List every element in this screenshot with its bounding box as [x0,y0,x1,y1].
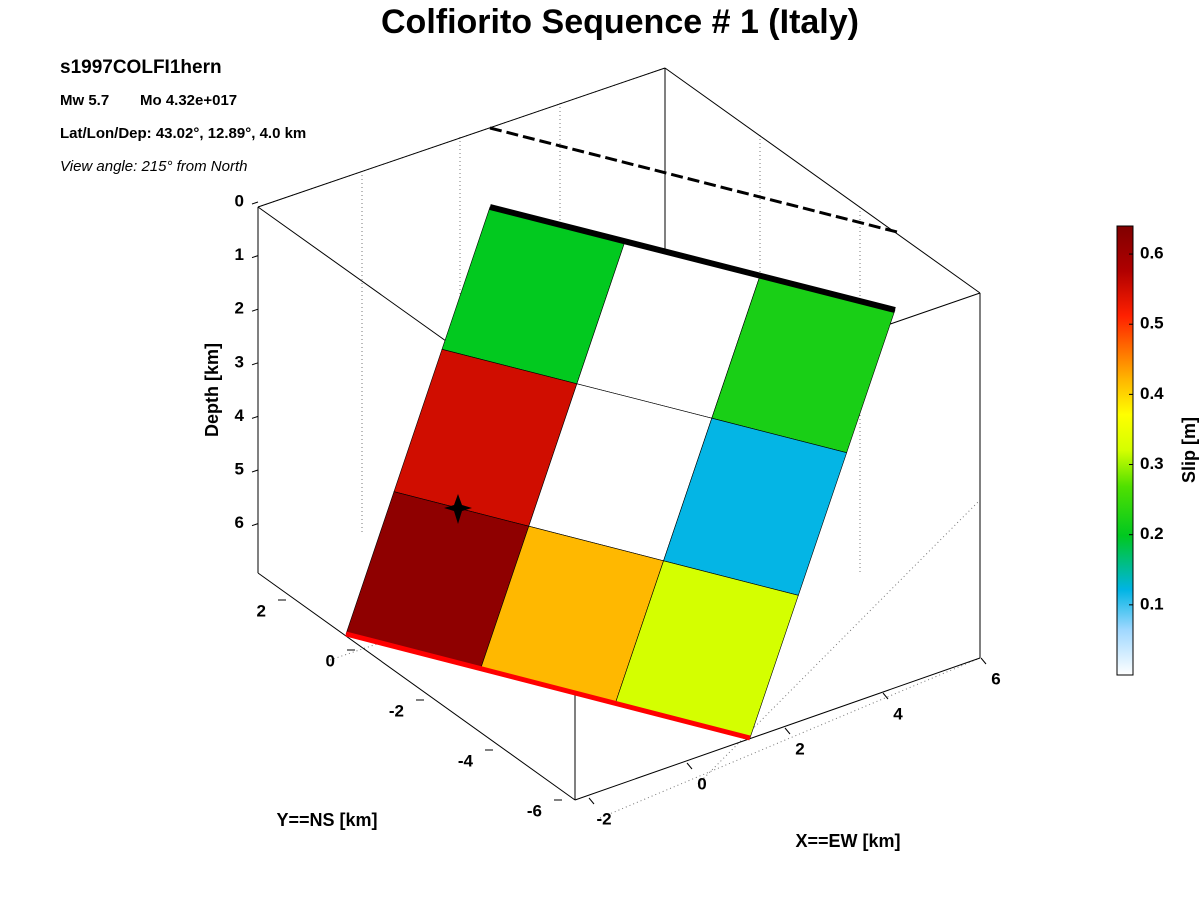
chart-title: Colfiorito Sequence # 1 (Italy) [381,3,859,41]
x-tick-label: 0 [697,774,706,793]
x-tick [784,727,791,735]
x-tick [686,762,693,770]
fault-plane [345,206,896,739]
event-id: s1997COLFI1hern [60,57,222,78]
x-tick [882,692,889,700]
z-tick [251,255,259,259]
y-axis-label: Y==NS [km] [276,810,377,830]
colorbar [1116,225,1134,676]
x-tick-label: 4 [893,704,903,723]
y-tick-label: 0 [326,651,335,670]
z-tick-label: 6 [235,513,244,532]
z-tick-label: 5 [235,459,244,478]
moment: Mo 4.32e+017 [140,92,237,109]
y-tick-label: -6 [527,801,542,820]
z-tick [251,362,259,366]
z-tick-label: 0 [235,191,244,210]
colorbar-tick-label: 0.5 [1140,314,1164,333]
z-tick-label: 1 [235,245,244,264]
x-tick-label: 6 [991,669,1000,688]
location: Lat/Lon/Dep: 43.02°, 12.89°, 4.0 km [60,125,306,142]
fault-edges [345,204,896,741]
magnitude: Mw 5.7 [60,92,109,109]
colorbar-label: Slip [m] [1179,417,1199,483]
surface-trace [489,126,898,234]
x-tick-label: 2 [795,739,804,758]
x-tick-label: -2 [596,809,611,828]
colorbar-tick-label: 0.4 [1140,384,1164,403]
fault-top-edge [489,204,896,313]
colorbar-tick-label: 0.1 [1140,594,1164,613]
z-tick [251,523,259,527]
x-tick [588,797,595,805]
colorbar-tick-label: 0.3 [1140,454,1164,473]
y-tick-label: -2 [389,701,404,720]
y-tick-label: 2 [257,601,266,620]
hypocenter [444,494,472,524]
colorbar-tick-label: 0.2 [1140,524,1164,543]
view-angle: View angle: 215° from North [60,158,248,175]
z-tick-label: 3 [235,352,244,371]
x-tick [980,657,987,665]
colorbar-tick-label: 0.6 [1140,244,1164,263]
z-tick [251,201,259,205]
x-axis-label: X==EW [km] [795,831,900,851]
z-axis-label: Depth [km] [202,343,222,437]
y-tick-label: -4 [458,751,474,770]
axes-box [257,67,981,819]
z-tick [251,308,259,312]
fault-bottom-edge [345,631,751,741]
z-tick-label: 2 [235,299,244,318]
z-tick [251,415,259,419]
z-tick [251,469,259,473]
z-tick-label: 4 [235,406,245,425]
